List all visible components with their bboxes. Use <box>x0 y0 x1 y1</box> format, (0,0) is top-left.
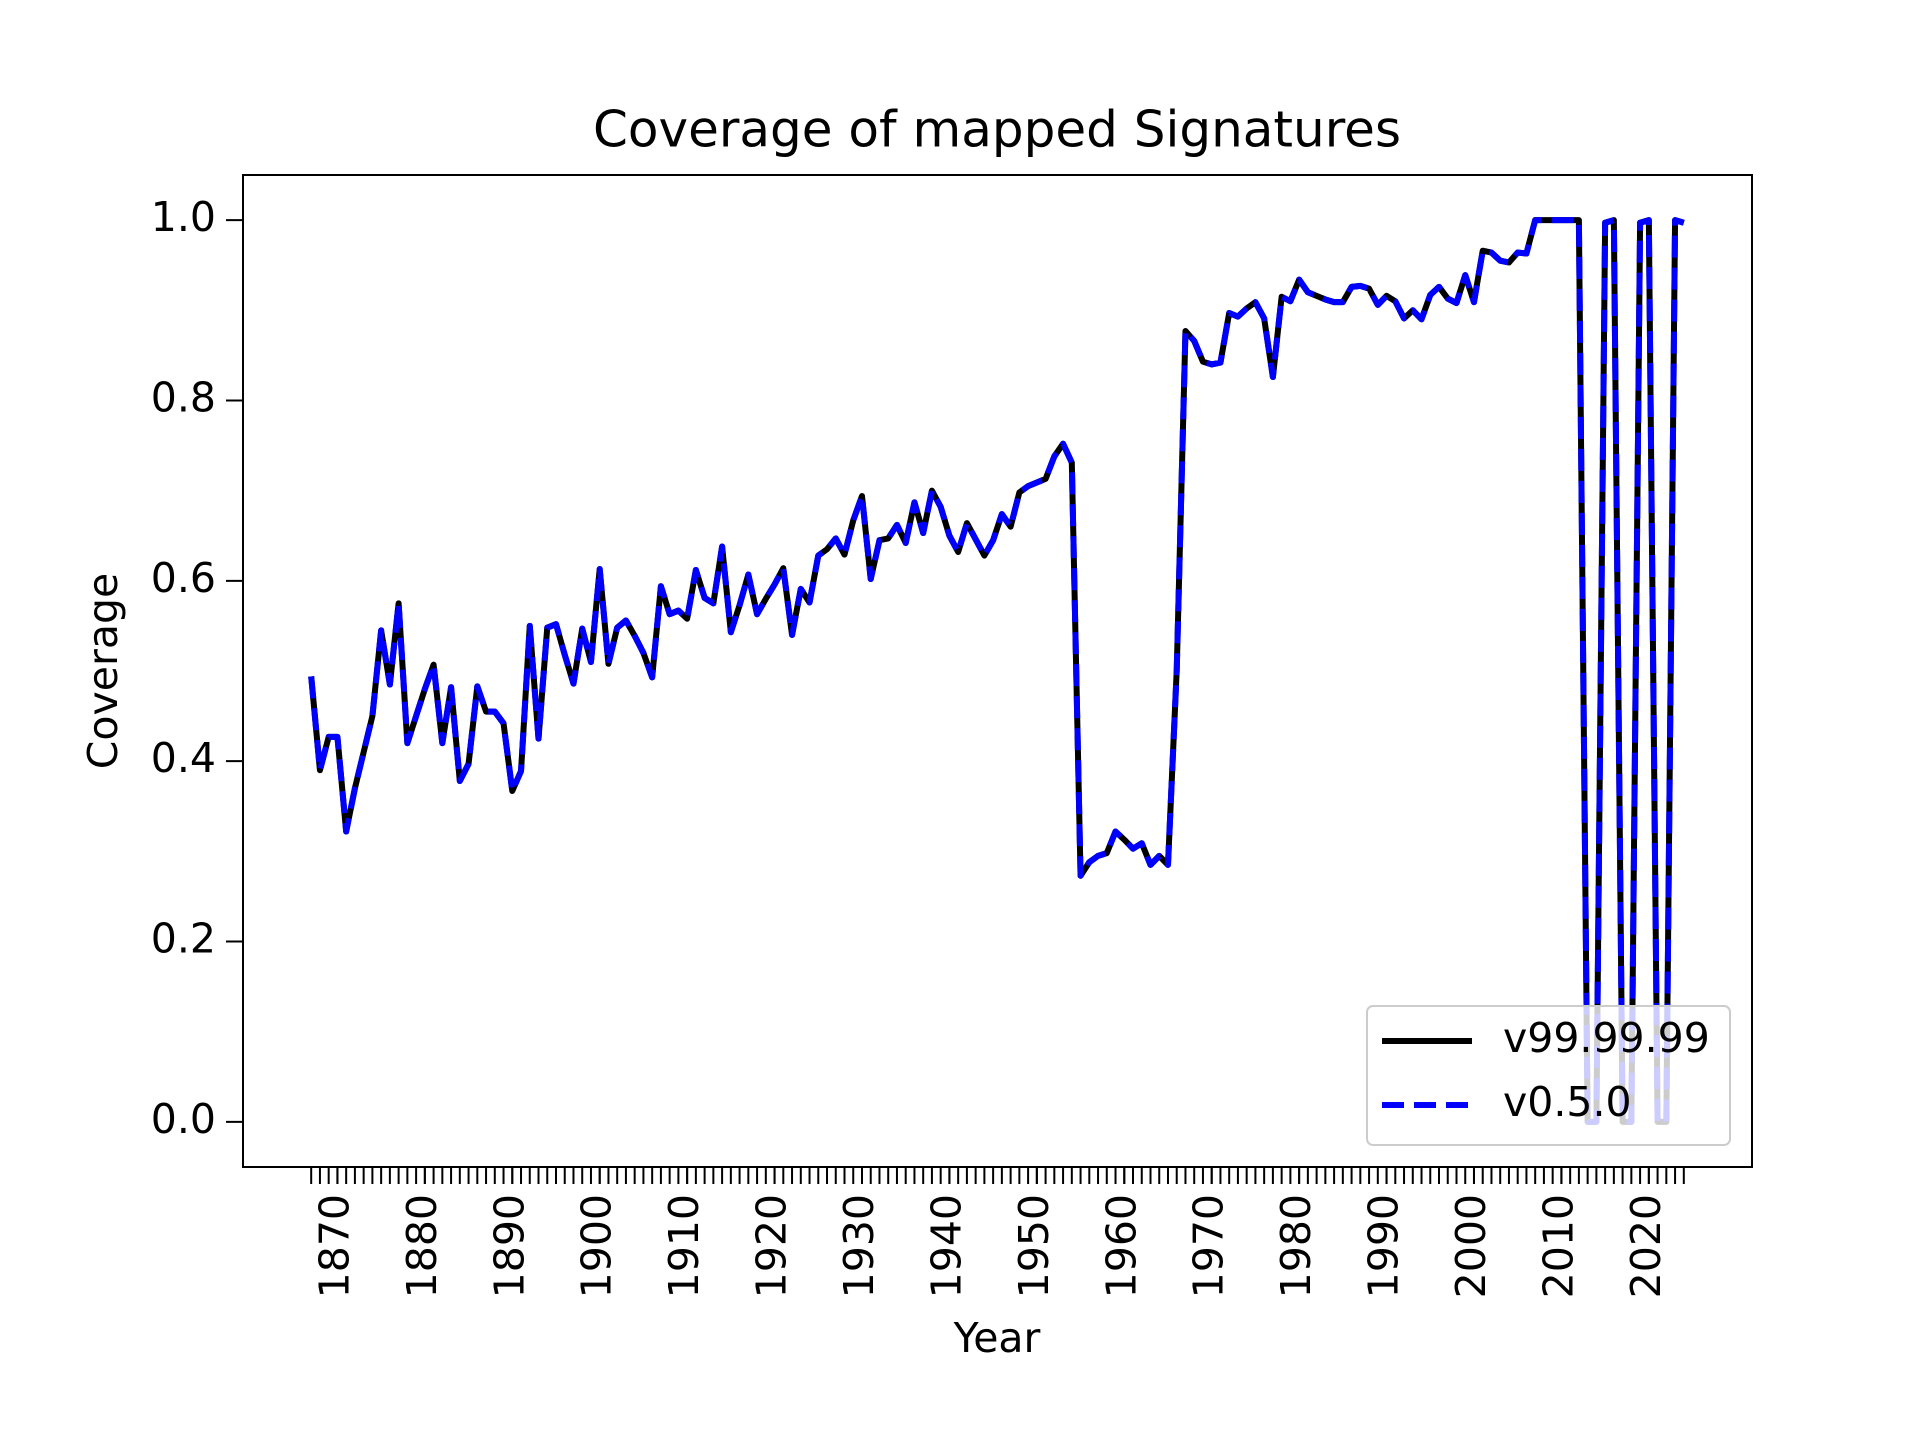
x-tick-label: 1880 <box>398 1194 446 1298</box>
series-line <box>308 217 1685 1125</box>
x-tick-label: 1910 <box>660 1194 708 1298</box>
x-tick-label: 1990 <box>1360 1194 1408 1298</box>
y-tick-label: 0.6 <box>151 554 216 602</box>
y-tick-label: 0.8 <box>151 373 216 421</box>
x-tick-label: 1870 <box>310 1194 358 1298</box>
x-tick-label: 1960 <box>1097 1194 1145 1298</box>
y-tick-label: 0.2 <box>151 915 216 963</box>
x-tick-label: 1890 <box>485 1194 533 1298</box>
x-tick-label: 1940 <box>922 1194 970 1298</box>
chart-title: Coverage of mapped Signatures <box>593 101 1401 159</box>
axes-frame <box>242 174 1753 1168</box>
x-tick-label: 1920 <box>748 1194 796 1298</box>
y-tick-label: 1.0 <box>151 193 216 241</box>
y-tick-label: 0.0 <box>151 1095 216 1143</box>
x-tick-label: 1980 <box>1272 1194 1320 1298</box>
legend-label: v99.99.99 <box>1503 1014 1710 1062</box>
x-tick-label: 2020 <box>1622 1194 1670 1298</box>
x-tick-label: 1950 <box>1010 1194 1058 1298</box>
x-tick-label: 2000 <box>1447 1194 1495 1298</box>
x-tick-label: 1970 <box>1185 1194 1233 1298</box>
y-axis-label: Coverage <box>79 573 127 769</box>
legend-label: v0.5.0 <box>1503 1078 1632 1126</box>
x-tick-label: 2010 <box>1534 1194 1582 1298</box>
y-tick-label: 0.4 <box>151 734 216 782</box>
x-axis-label: Year <box>953 1314 1041 1362</box>
x-tick-label: 1900 <box>573 1194 621 1298</box>
x-tick-label: 1930 <box>835 1194 883 1298</box>
series-line <box>308 217 1685 1125</box>
